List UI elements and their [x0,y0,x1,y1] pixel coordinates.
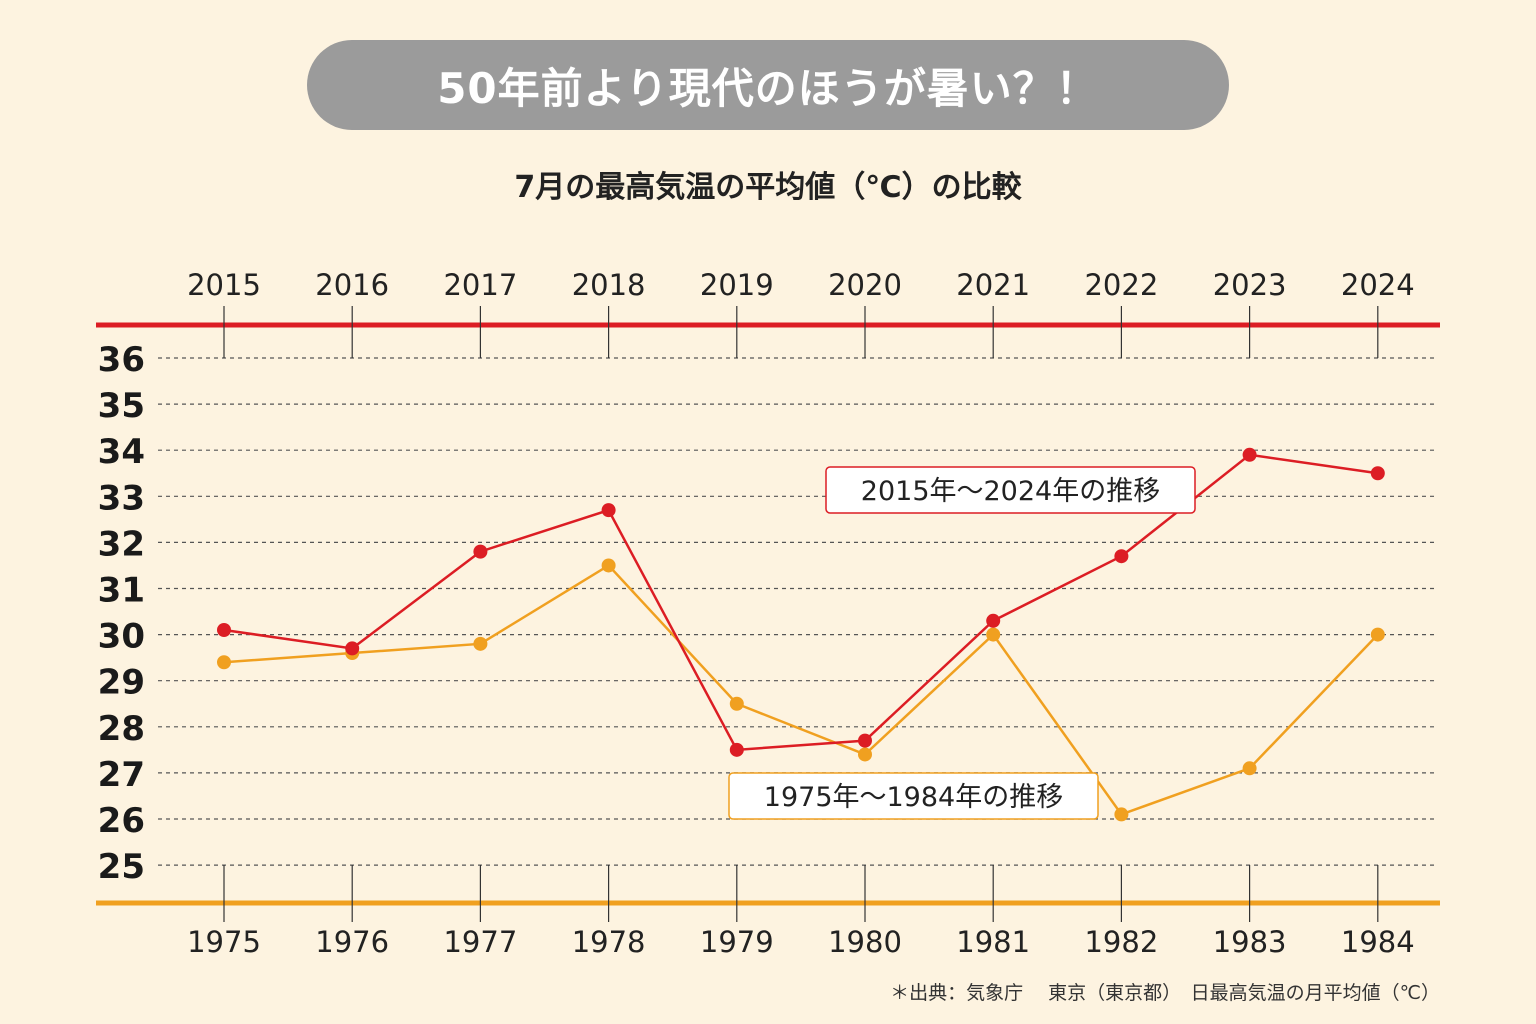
data-point [729,742,744,757]
data-point [601,558,616,573]
bottom-x-tick-label: 1979 [700,925,774,959]
data-point [858,733,872,748]
data-point [473,636,488,651]
data-point [1370,627,1385,642]
series-label-box [728,772,1099,820]
series-label-box [825,466,1196,514]
y-tick-label: 28 [98,709,145,749]
data-point [601,503,616,518]
headline-text: 50年前より現代のほうが暑い？！ [437,63,1099,113]
bottom-x-tick-label: 1975 [187,925,261,959]
bottom-x-tick-label: 1976 [315,925,389,959]
top-x-tick-label: 2019 [700,268,774,302]
data-point [1114,549,1129,564]
y-tick-label: 30 [98,617,145,657]
data-point [217,622,231,637]
data-point [473,544,488,559]
top-x-tick-label: 2016 [315,268,389,302]
top-x-tick-label: 2020 [828,268,902,302]
series-label: 2015年〜2024年の推移 [861,476,1160,507]
bottom-x-tick-label: 1980 [828,925,902,959]
data-point [1242,447,1257,462]
bottom-x-tick-label: 1977 [443,925,517,959]
bottom-x-tick-label: 1984 [1341,925,1415,959]
top-x-tick-label: 2021 [956,268,1030,302]
y-tick-label: 29 [98,663,145,703]
headline-banner: 50年前より現代のほうが暑い？！ [307,40,1229,130]
top-x-tick-label: 2018 [572,268,646,302]
series-label: 1975年〜1984年の推移 [764,782,1063,813]
series-line-1 [223,563,1379,816]
y-tick-label: 32 [98,524,145,564]
data-point [1114,807,1129,822]
series-line-0 [223,453,1378,752]
top-x-tick-label: 2015 [187,268,261,302]
y-tick-label: 34 [98,432,145,472]
y-tick-label: 36 [98,340,145,380]
data-point [986,613,1001,628]
data-point [1242,761,1257,776]
y-tick-label: 35 [98,386,145,426]
bottom-x-tick-label: 1982 [1084,925,1158,959]
y-tick-label: 33 [98,478,145,518]
y-tick-label: 31 [98,571,145,611]
y-tick-label: 27 [98,755,145,795]
data-point [858,747,872,762]
data-point [345,641,360,656]
data-point [729,696,744,711]
bottom-x-tick-label: 1983 [1213,925,1287,959]
top-x-tick-label: 2023 [1213,268,1287,302]
top-x-tick-label: 2017 [443,268,517,302]
y-tick-label: 25 [98,847,145,887]
data-point [986,627,1001,642]
top-x-tick-label: 2024 [1341,268,1415,302]
source-note: ＊出典：気象庁 東京（東京都） 日最高気温の月平均値（℃） [890,982,1440,1004]
y-tick-label: 26 [98,801,145,841]
top-x-tick-label: 2022 [1084,268,1158,302]
data-point [1370,466,1385,481]
chart-subtitle: 7月の最高気温の平均値（℃）の比較 [514,170,1022,205]
bottom-x-tick-label: 1978 [572,925,646,959]
data-point [217,655,231,670]
bottom-x-tick-label: 1981 [956,925,1030,959]
